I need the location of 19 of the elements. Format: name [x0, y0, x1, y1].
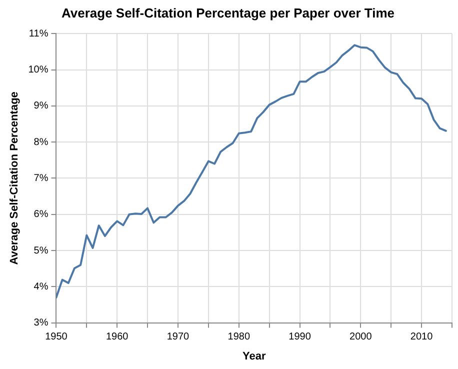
x-tick-label: 1950 [45, 332, 68, 343]
y-tick-label: 10% [28, 64, 48, 76]
x-tick-label: 1990 [288, 332, 312, 343]
x-axis-title: Year [242, 350, 266, 362]
chart-title: Average Self-Citation Percentage per Paper over Time [61, 5, 395, 20]
x-tick-label: 1980 [228, 332, 250, 343]
x-tick-label: 1970 [166, 332, 190, 343]
x-tick-label: 2000 [350, 332, 372, 343]
y-tick-label: 4% [34, 281, 48, 292]
y-tick-label: 3% [34, 318, 48, 329]
y-tick-label: 8% [34, 136, 48, 148]
x-tick-label: 2010 [410, 332, 434, 343]
x-tick-label: 1960 [106, 332, 129, 343]
y-tick-label: 6% [34, 209, 48, 220]
y-tick-label: 5% [34, 245, 48, 256]
y-tick-label: 11% [28, 28, 48, 40]
y-tick-label: 7% [34, 172, 48, 184]
y-tick-label: 9% [34, 100, 48, 112]
y-axis-title: Average Self-Citation Percentage [8, 92, 21, 265]
